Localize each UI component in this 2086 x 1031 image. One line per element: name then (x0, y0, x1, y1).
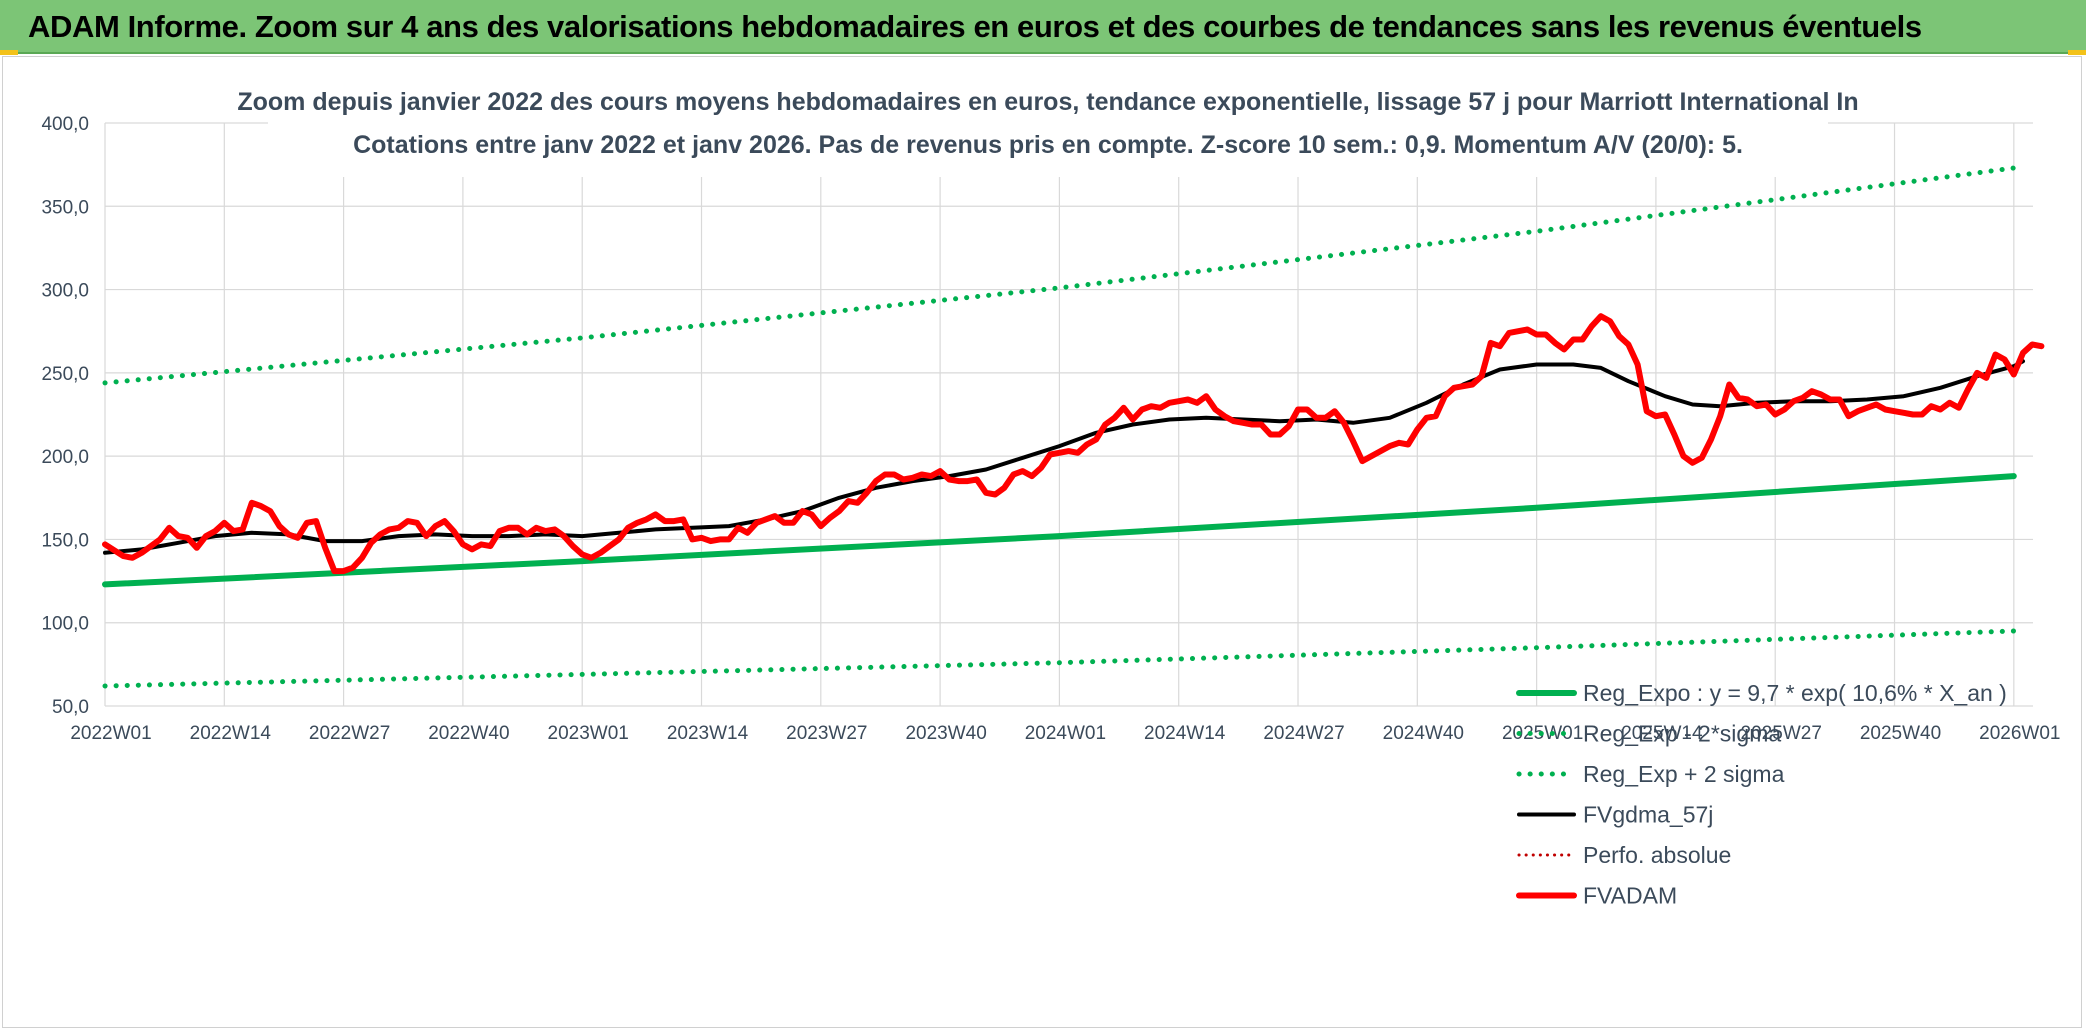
header-accent-left (0, 50, 18, 55)
x-tick-label: 2024W40 (1383, 723, 1464, 744)
report-header: ADAM Informe. Zoom sur 4 ans des valoris… (0, 0, 2086, 54)
x-tick-label: 2023W14 (667, 723, 749, 744)
chart-area: 50,0 100,0 150,0 200,0 250,0 300,0 350,0 400,0 2… (2, 56, 2082, 1028)
chart-svg: 50,0 100,0 150,0 200,0 250,0 300,0 350,0 400,0 2… (41, 77, 2060, 909)
y-tick-label: 250,0 (41, 364, 89, 385)
x-tick-label: 2022W40 (428, 723, 509, 744)
axes: 50,0 100,0 150,0 200,0 250,0 300,0 350,0 400,0 2… (41, 114, 2060, 744)
x-tick-label: 2022W14 (190, 723, 272, 744)
x-tick-label: 2023W01 (548, 723, 629, 744)
x-tick-label: 2023W27 (786, 723, 867, 744)
x-tick-label: 2023W40 (905, 723, 986, 744)
chart-title-group: Zoom depuis janvier 2022 des cours moyen… (237, 77, 1859, 177)
legend-label: Reg_Expo : y = 9,7 * exp( 10,6% * X_an ) (1583, 680, 2007, 706)
y-tick-label: 350,0 (41, 197, 89, 218)
legend-label: Reg_Exp + 2 sigma (1583, 761, 1785, 787)
legend-label: Perfo. absolue (1583, 842, 1731, 868)
y-tick-label: 300,0 (41, 281, 89, 302)
report-title: ADAM Informe. Zoom sur 4 ans des valoris… (28, 9, 1922, 44)
series-line-5 (102, 313, 2045, 575)
x-tick-label: 2025W14 (1621, 723, 1703, 744)
series-line-2 (102, 165, 2017, 386)
header-accent-right (2068, 50, 2086, 55)
y-tick-label: 50,0 (52, 697, 89, 718)
series-line-0 (102, 473, 2017, 588)
series-group (102, 165, 2045, 689)
x-tick-label: 2022W27 (309, 723, 390, 744)
x-tick-label: 2024W01 (1025, 723, 1106, 744)
x-tick-label: 2024W27 (1263, 723, 1344, 744)
legend-label: Reg_Exp - 2*sigma (1583, 721, 1781, 747)
legend-label: FVgdma_57j (1583, 802, 1713, 828)
legend: Reg_Expo : y = 9,7 * exp( 10,6% * X_an )… (1516, 680, 2007, 909)
legend-label: FVADAM (1583, 883, 1677, 909)
chart-title-line-2: Cotations entre janv 2022 et janv 2026. … (353, 131, 1743, 159)
x-tick-label: 2022W01 (70, 723, 151, 744)
gridlines (104, 122, 2033, 707)
chart-title-line-1: Zoom depuis janvier 2022 des cours moyen… (237, 88, 1858, 116)
y-tick-label: 400,0 (41, 114, 89, 135)
x-tick-label: 2024W14 (1144, 723, 1226, 744)
x-tick-label: 2025W27 (1741, 723, 1822, 744)
chart-title-background (268, 77, 1828, 177)
y-tick-label: 150,0 (41, 530, 89, 551)
series-line-1 (102, 628, 2017, 689)
x-tick-label: 2026W01 (1979, 723, 2060, 744)
x-tick-label: 2025W40 (1860, 723, 1941, 744)
y-tick-label: 200,0 (41, 447, 89, 468)
y-tick-label: 100,0 (41, 614, 89, 635)
